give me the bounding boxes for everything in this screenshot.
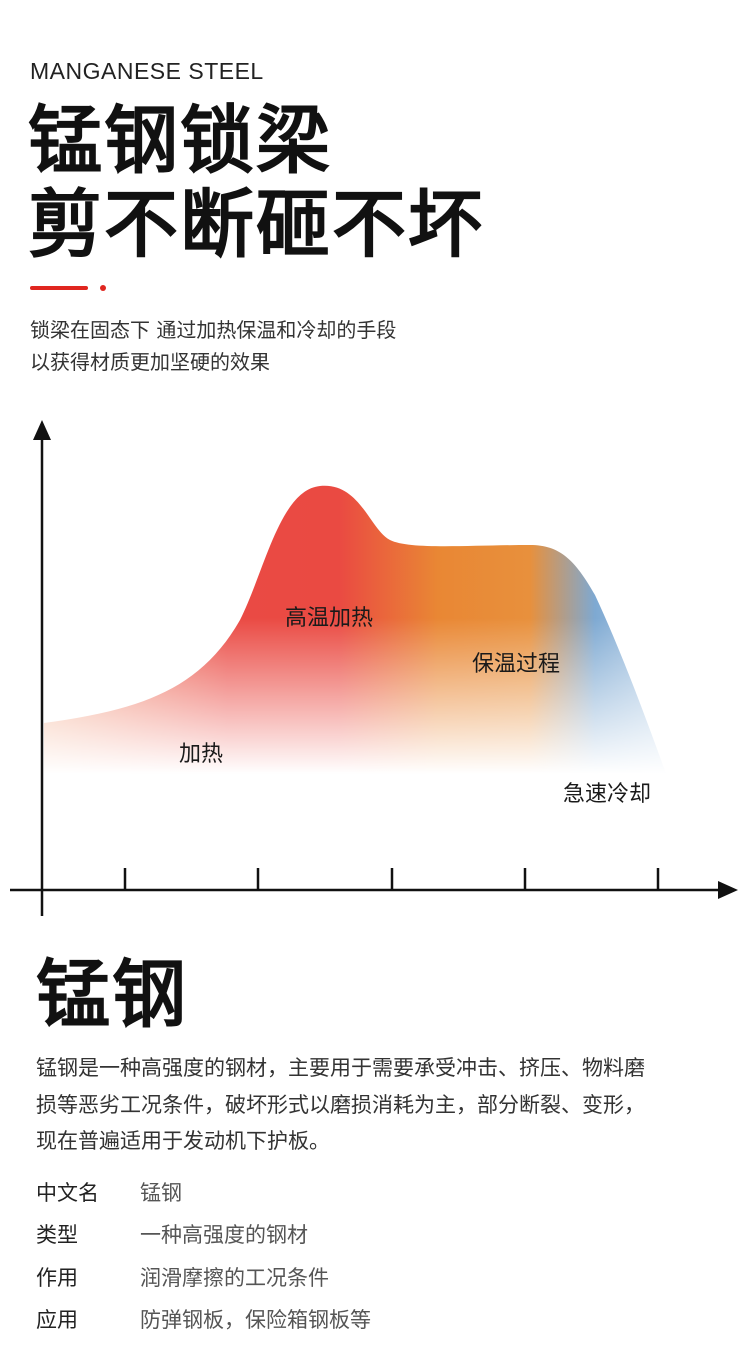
spec-row-name: 中文名 锰钢 xyxy=(36,1177,716,1207)
heat-treatment-graphic xyxy=(10,420,738,916)
x-axis-arrow xyxy=(718,881,738,899)
section-title: 锰钢 xyxy=(36,952,188,1038)
intro-line-1: 锁梁在固态下 通过加热保温和冷却的手段 xyxy=(30,318,397,342)
rapid-cooling-label: 急速冷却 xyxy=(563,782,652,807)
description-line-1: 锰钢是一种高强度的钢材，主要用于需要承受冲击、挤压、物料磨 xyxy=(36,1056,645,1080)
description-line-3: 现在普遍适用于发动机下护板。 xyxy=(36,1129,330,1153)
high-temp-heating-label: 高温加热 xyxy=(285,606,374,631)
spec-row-type: 类型 一种高强度的钢材 xyxy=(36,1219,716,1249)
y-axis-arrow xyxy=(33,420,51,440)
spec-value: 一种高强度的钢材 xyxy=(140,1223,308,1247)
holding-label: 保温过程 xyxy=(472,652,561,677)
description-line-2: 损等恶劣工况条件，破坏形式以磨损消耗为主，部分断裂、变形， xyxy=(36,1093,645,1117)
headline-line-1: 锰钢锁梁 xyxy=(28,98,332,184)
heating-label: 加热 xyxy=(179,742,224,767)
spec-row-function: 作用 润滑摩擦的工况条件 xyxy=(36,1262,716,1292)
spec-key: 中文名 xyxy=(36,1181,99,1205)
intro-line-2: 以获得材质更加坚硬的效果 xyxy=(30,350,270,374)
accent-line xyxy=(30,286,88,290)
spec-key: 作用 xyxy=(36,1266,78,1290)
headline-line-2: 剪不断砸不坏 xyxy=(28,182,484,268)
spec-row-application: 应用 防弹钢板，保险箱钢板等 xyxy=(36,1304,716,1334)
eyebrow-text: MANGANESE STEEL xyxy=(30,58,264,84)
spec-value: 锰钢 xyxy=(140,1181,182,1205)
heat-treatment-diagram: 加热 高温加热 保温过程 急速冷却 xyxy=(0,410,750,930)
spec-key: 类型 xyxy=(36,1223,78,1247)
temperature-area xyxy=(44,485,700,870)
spec-key: 应用 xyxy=(36,1308,78,1332)
spec-value: 防弹钢板，保险箱钢板等 xyxy=(140,1308,371,1332)
accent-dot xyxy=(100,285,106,291)
spec-value: 润滑摩擦的工况条件 xyxy=(140,1266,329,1290)
